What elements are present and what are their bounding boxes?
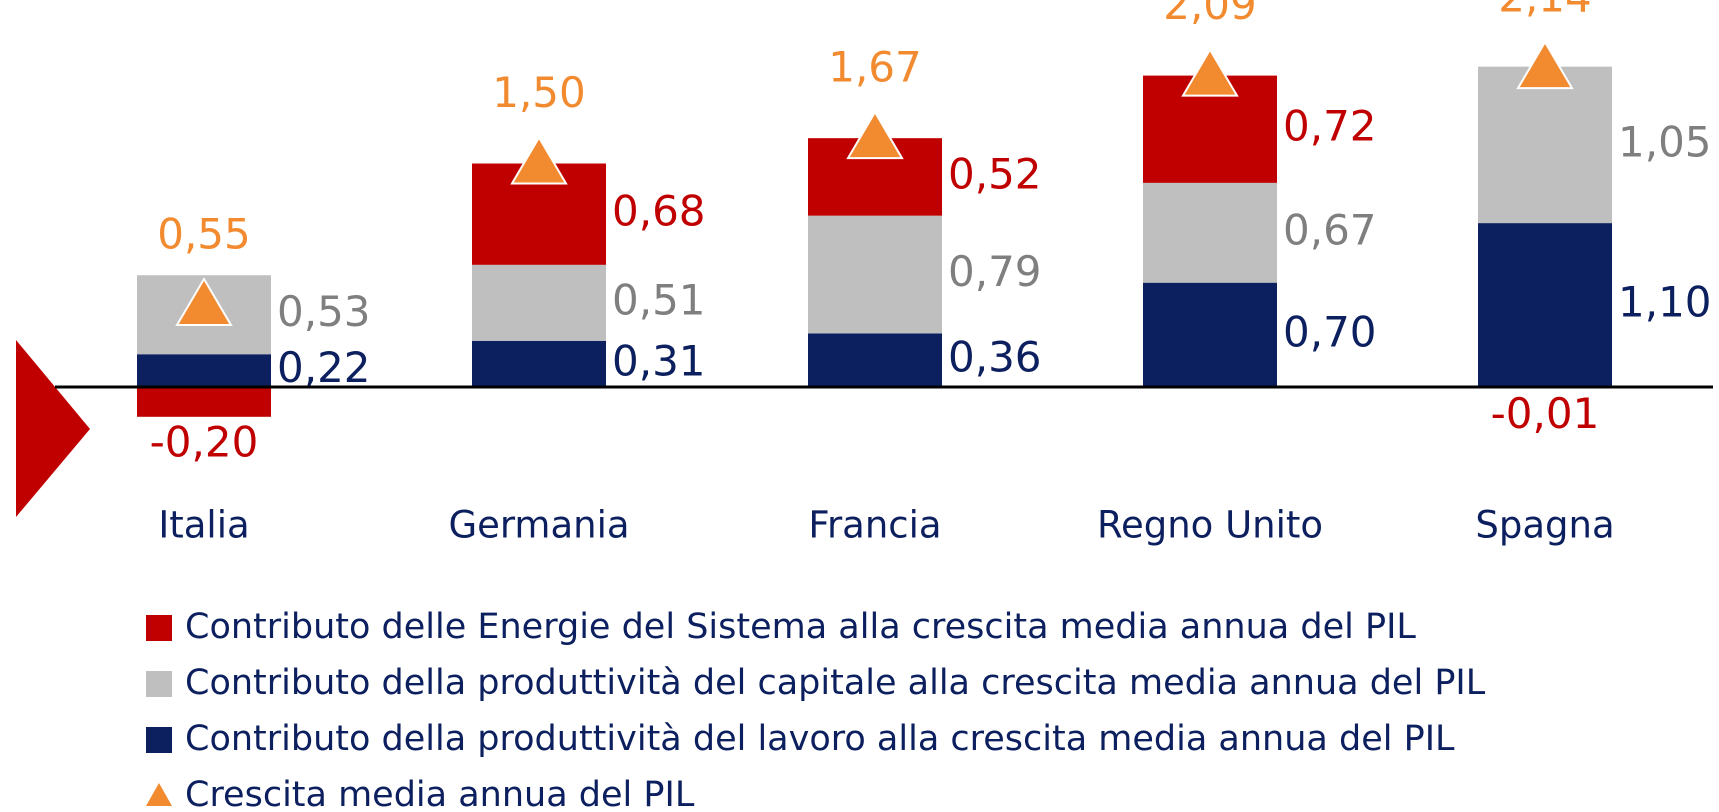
x-tick-label: Italia: [158, 504, 249, 547]
legend-swatch: [146, 727, 172, 753]
bar-segment: [472, 264, 606, 341]
legend-label: Crescita media annua del PIL: [185, 775, 695, 812]
value-label: 0,22: [277, 343, 371, 392]
x-tick-label: Francia: [808, 504, 941, 547]
bar-segment: [808, 333, 942, 387]
value-label: 0,67: [1283, 205, 1377, 254]
legend-swatch: [146, 783, 172, 806]
decor-arrow: [16, 340, 90, 517]
value-label: 0,36: [948, 333, 1042, 382]
bar-segment: [1478, 66, 1612, 224]
total-label: 2,09: [1163, 0, 1257, 29]
x-tick-label: Regno Unito: [1097, 504, 1323, 547]
total-marker: [1516, 40, 1574, 90]
total-marker: [846, 110, 904, 160]
bar-segment: [1478, 223, 1612, 387]
bar-segment: [1143, 282, 1277, 387]
bar-segment: [137, 387, 271, 417]
value-label: -0,01: [1491, 389, 1600, 438]
x-tick-label: Spagna: [1475, 504, 1614, 547]
total-label: 0,55: [157, 210, 251, 259]
bar-segment: [1143, 182, 1277, 283]
value-label: 0,72: [1283, 102, 1377, 151]
total-label: 1,67: [828, 43, 922, 92]
legend-label: Contributo della produttività del capita…: [185, 663, 1486, 703]
legend-label: Contributo delle Energie del Sistema all…: [185, 607, 1416, 647]
legend-label: Contributo della produttività del lavoro…: [185, 719, 1455, 759]
bar-segment: [472, 340, 606, 387]
value-label: 1,10: [1618, 278, 1712, 327]
value-label: 0,70: [1283, 307, 1377, 356]
value-label: 0,52: [948, 149, 1042, 198]
value-label: 1,05: [1618, 117, 1712, 166]
total-label: 2,14: [1498, 0, 1592, 22]
value-label: 0,31: [612, 336, 706, 385]
bar-segment: [808, 215, 942, 334]
x-tick-label: Germania: [448, 504, 629, 547]
total-label: 1,50: [492, 68, 586, 117]
total-marker: [175, 277, 233, 327]
value-label: 0,79: [948, 247, 1042, 296]
total-marker: [510, 135, 568, 185]
value-label: 0,68: [612, 187, 706, 236]
value-label: 0,53: [277, 287, 371, 336]
total-marker: [1181, 47, 1239, 97]
value-label: 0,51: [612, 275, 706, 324]
legend-swatch: [146, 615, 172, 641]
value-label: -0,20: [150, 417, 259, 466]
bar-segment: [137, 354, 271, 387]
legend-swatch: [146, 671, 172, 697]
